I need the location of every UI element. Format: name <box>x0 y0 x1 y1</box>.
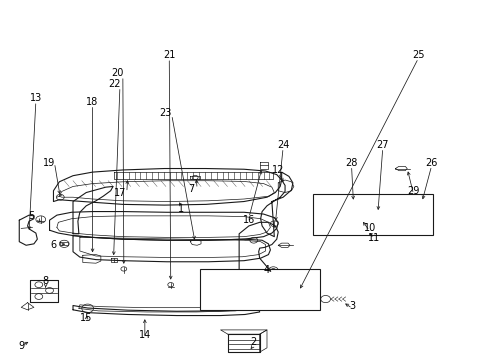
Text: 6: 6 <box>50 239 56 249</box>
Text: 1: 1 <box>178 204 185 214</box>
Text: 9: 9 <box>18 341 24 351</box>
Text: 22: 22 <box>108 79 121 89</box>
Text: 16: 16 <box>243 215 255 225</box>
Text: 2: 2 <box>251 337 257 347</box>
Text: 26: 26 <box>425 158 438 168</box>
Text: 24: 24 <box>277 140 289 150</box>
Bar <box>314 194 433 235</box>
Text: 4: 4 <box>264 265 270 275</box>
Text: 5: 5 <box>28 211 34 221</box>
Text: 3: 3 <box>349 301 356 311</box>
Text: 15: 15 <box>80 313 93 323</box>
Text: 29: 29 <box>407 186 420 197</box>
Text: 28: 28 <box>345 158 358 168</box>
Text: 13: 13 <box>30 93 42 103</box>
Text: 17: 17 <box>114 188 126 198</box>
Text: 14: 14 <box>139 330 151 340</box>
Text: 10: 10 <box>364 224 376 233</box>
Text: 18: 18 <box>86 97 98 107</box>
Text: 19: 19 <box>43 158 55 168</box>
Text: 25: 25 <box>412 50 425 60</box>
Text: 8: 8 <box>43 276 49 286</box>
Text: 20: 20 <box>111 68 123 78</box>
Text: 27: 27 <box>376 140 389 150</box>
Text: 21: 21 <box>163 50 175 60</box>
Bar <box>200 269 320 310</box>
Text: 12: 12 <box>272 165 284 175</box>
Text: 11: 11 <box>368 233 381 243</box>
Text: 7: 7 <box>188 184 195 194</box>
Text: 23: 23 <box>160 108 172 118</box>
